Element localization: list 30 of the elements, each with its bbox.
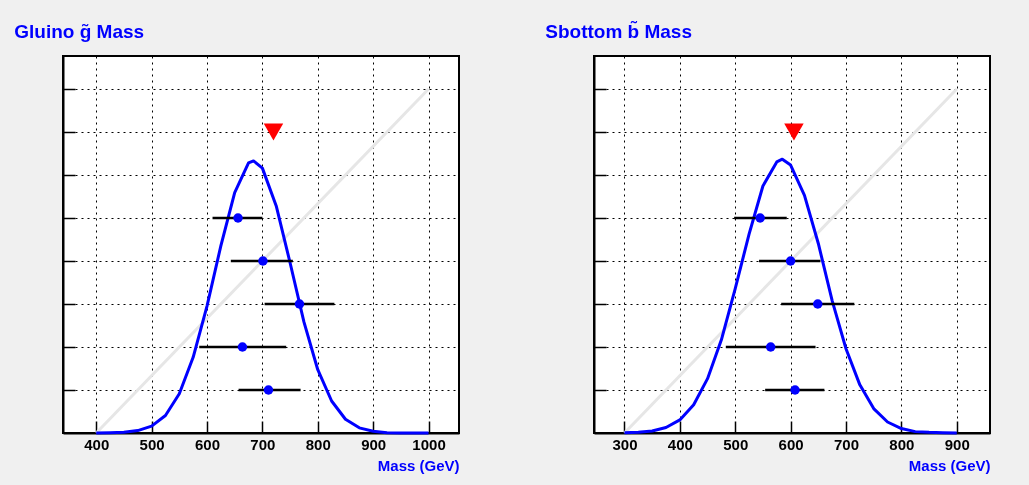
chart-title: Gluino g̃ Mass [14,21,145,42]
x-tick-label: 400 [84,435,110,453]
point [294,299,305,309]
point [813,299,823,309]
point [784,123,804,141]
point [258,256,268,266]
x-axis-title: Mass (GeV) [377,456,460,474]
x-tick-label: 700 [833,435,860,453]
chart-title: Sbottom b̃ Mass [545,20,692,42]
x-tick-label: 600 [194,435,221,453]
x-tick-label: 500 [139,435,165,453]
point [765,342,776,352]
point [785,256,796,266]
x-tick-label: 900 [944,435,970,453]
x-tick-label: 400 [667,435,693,453]
x-tick-label: 500 [723,435,749,453]
x-tick-label: 700 [250,435,276,453]
x-tick-label: 1000 [412,435,446,453]
point [237,342,248,352]
x-tick-label: 800 [889,435,915,453]
x-tick-label: 800 [305,435,331,453]
point [790,385,800,395]
x-tick-label: 900 [361,435,387,453]
point [263,123,284,141]
x-tick-label: 600 [778,435,804,453]
x-axis-title: Mass (GeV) [908,456,991,474]
point [755,213,765,223]
point [233,213,243,223]
x-tick-label: 300 [612,435,638,453]
point [263,385,274,395]
